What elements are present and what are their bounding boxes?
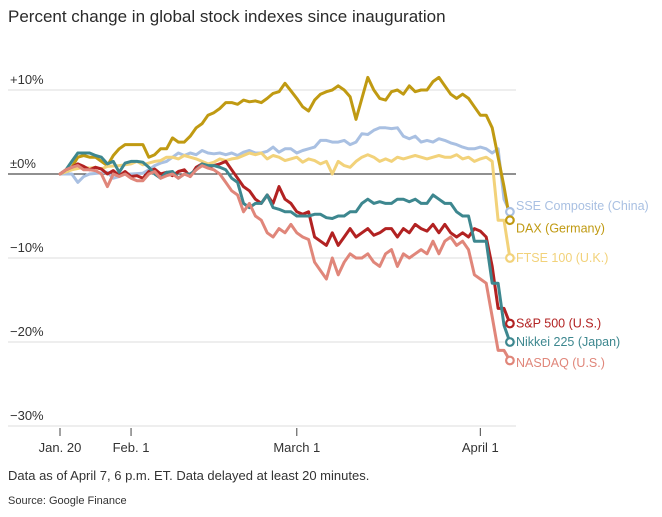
series-end-marker-3 (505, 318, 515, 329)
data-note: Data as of April 7, 6 p.m. ET. Data dela… (8, 468, 370, 483)
series-labels: SSE Composite (China) DAX (Germany) FTSE 1… (516, 199, 649, 370)
series-label-5: NASDAQ (U.S.) (516, 356, 605, 370)
gridlines (8, 89, 516, 427)
source-credit: Source: Google Finance (8, 495, 127, 507)
series-line-5 (58, 164, 512, 362)
series-lines (58, 75, 512, 362)
y-tick-label: ±0% (10, 156, 36, 171)
series-end-markers (505, 206, 515, 366)
series-end-marker-4 (505, 337, 515, 347)
y-tick-label: −20% (10, 324, 44, 339)
series-line-2 (58, 151, 512, 260)
x-axis-ticks: Jan. 20 Feb. 1 March 1 April 1 (39, 428, 499, 455)
series-line-0 (58, 126, 512, 214)
y-tick-label: −10% (10, 240, 44, 255)
chart-title: Percent change in global stock indexes s… (8, 7, 446, 26)
series-end-marker-1 (505, 215, 515, 226)
series-label-3: S&P 500 (U.S.) (516, 317, 601, 331)
x-tick-label: Feb. 1 (113, 440, 150, 455)
series-line-4 (58, 151, 512, 344)
series-label-4: Nikkei 225 (Japan) (516, 335, 620, 349)
y-axis-ticks: +10% ±0% −10% −20% −30% (10, 72, 44, 423)
series-end-marker-2 (505, 253, 515, 263)
y-tick-label: −30% (10, 408, 44, 423)
series-end-marker-0 (505, 206, 515, 217)
series-line-3 (58, 159, 512, 325)
y-tick-label: +10% (10, 72, 44, 87)
x-tick-label: Jan. 20 (39, 440, 82, 455)
x-tick-label: March 1 (273, 440, 320, 455)
series-label-2: FTSE 100 (U.K.) (516, 251, 608, 265)
series-end-marker-5 (505, 355, 515, 366)
series-label-1: DAX (Germany) (516, 222, 605, 236)
series-label-0: SSE Composite (China) (516, 199, 649, 213)
series-line-1 (58, 75, 512, 222)
x-tick-label: April 1 (462, 440, 499, 455)
